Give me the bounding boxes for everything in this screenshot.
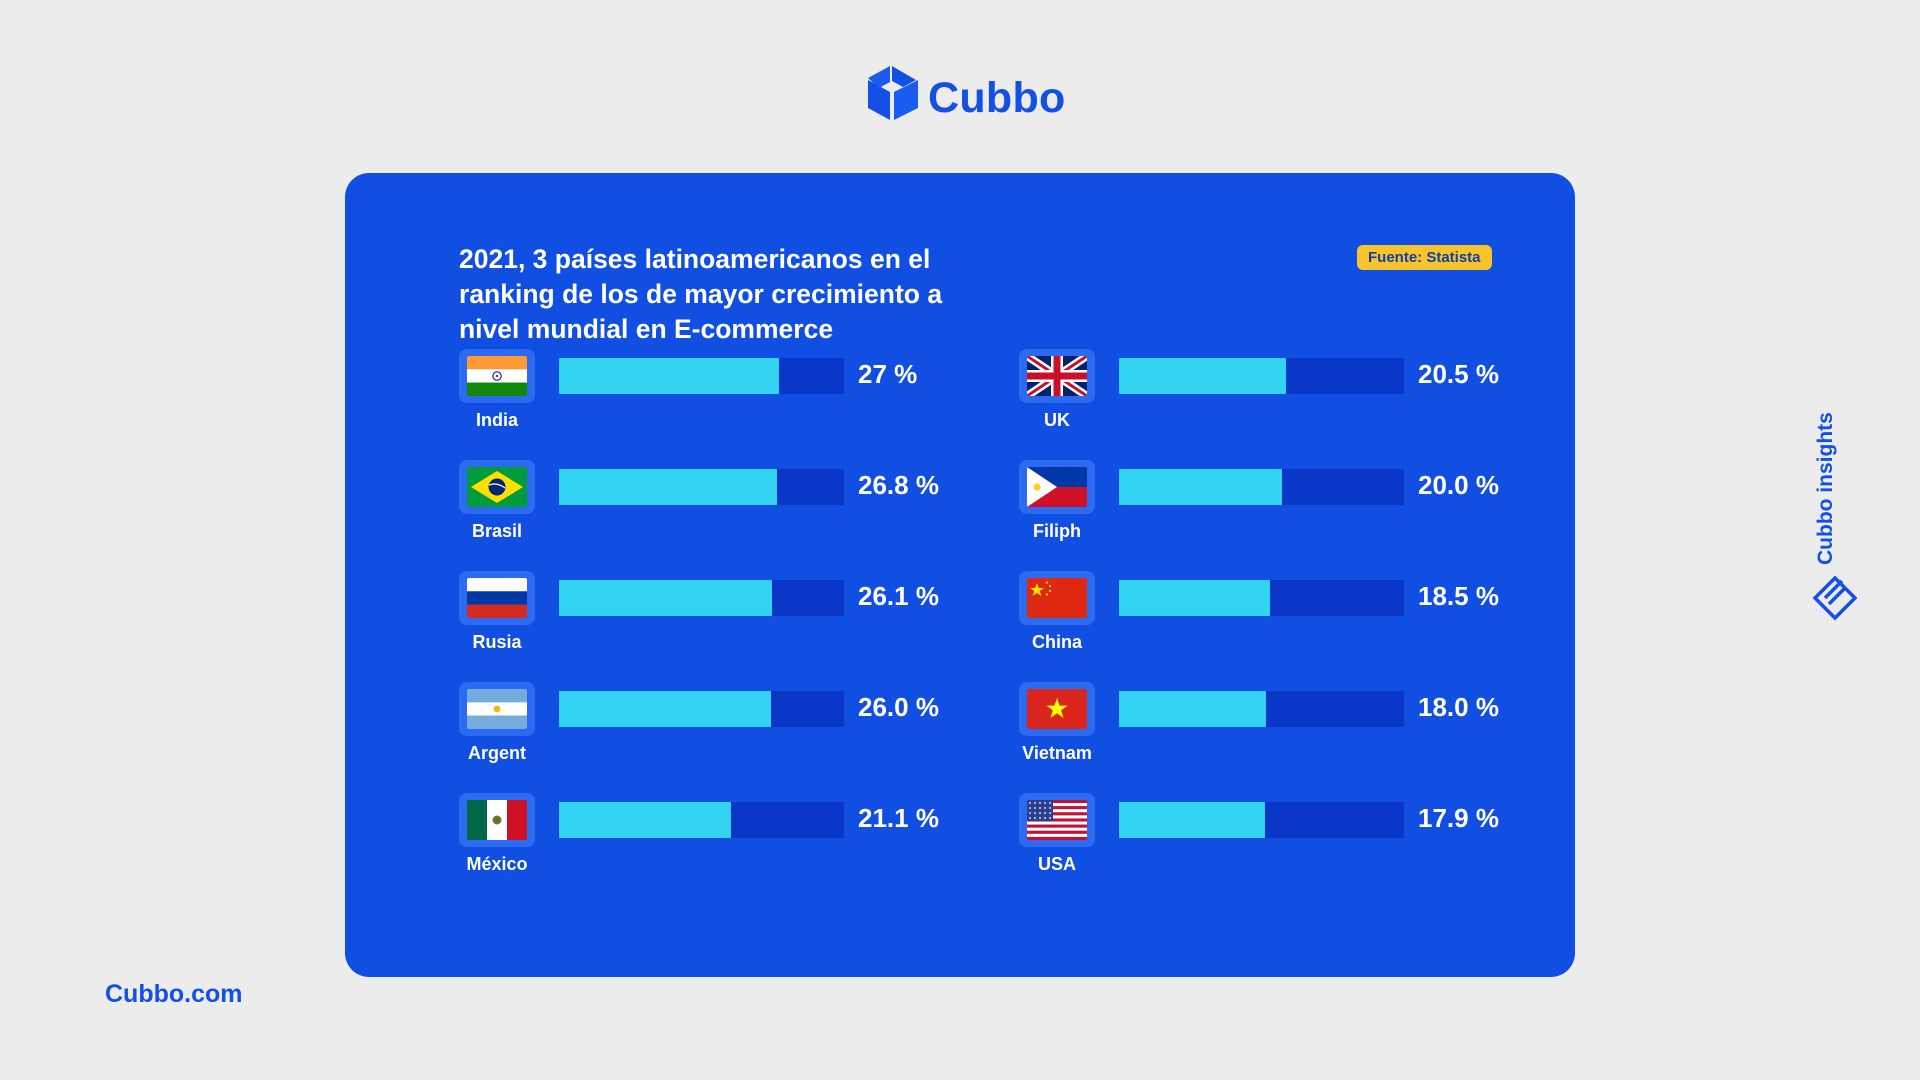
- india-flag-icon: [467, 356, 527, 396]
- flag-badge: [1019, 460, 1095, 514]
- bar-uk: [1119, 358, 1286, 394]
- bar-track: [1119, 358, 1404, 394]
- russia-flag-icon: [467, 578, 527, 618]
- china-flag-icon: [1027, 578, 1087, 618]
- bar-track: [559, 691, 844, 727]
- country-label: México: [466, 854, 528, 874]
- flag-badge: [1019, 571, 1095, 625]
- flag-badge: [459, 793, 535, 847]
- value-label: 26.0 %: [858, 692, 939, 722]
- chart-title: 2021, 3 países latinoamericanos en el ra…: [459, 244, 943, 344]
- argentina-flag-icon: [467, 689, 527, 729]
- bar-track: [559, 802, 844, 838]
- country-label: Rusia: [472, 632, 522, 652]
- country-label: USA: [1037, 854, 1076, 874]
- bar-track: [1119, 691, 1404, 727]
- side-tagline: Cubbo insights: [1814, 412, 1837, 565]
- bar-track: [559, 580, 844, 616]
- value-label: 18.0 %: [1418, 692, 1499, 722]
- bar-chart: India 27 % Brasil 26.8 % Rusia 26.1 % Argent 26…: [345, 173, 1575, 977]
- country-label: Argent: [468, 743, 526, 763]
- brazil-flag-icon: [467, 467, 527, 507]
- website-link[interactable]: Cubbo.com: [105, 980, 243, 1008]
- bar-track: [1119, 580, 1404, 616]
- flag-badge: [1019, 682, 1095, 736]
- value-label: 27 %: [858, 359, 918, 389]
- flag-badge: [459, 682, 535, 736]
- bar-track: [1119, 469, 1404, 505]
- bar-argent: [559, 691, 771, 727]
- flag-badge: [1019, 349, 1095, 403]
- flag-badge: [459, 349, 535, 403]
- bar-méxico: [559, 802, 731, 838]
- uk-flag-icon: [1027, 356, 1087, 396]
- country-label: UK: [1044, 410, 1070, 430]
- value-label: 17.9 %: [1418, 803, 1499, 833]
- flag-badge: [459, 571, 535, 625]
- flag-badge: [459, 460, 535, 514]
- bar-filiph: [1119, 469, 1282, 505]
- flag-badge: [1019, 793, 1095, 847]
- value-label: 20.5 %: [1418, 359, 1499, 389]
- bar-china: [1119, 580, 1270, 616]
- vietnam-flag-icon: [1027, 689, 1087, 729]
- insights-diamond-icon: [1812, 575, 1858, 621]
- country-label: India: [475, 410, 518, 430]
- chart-card: 2021, 3 países latinoamericanos en el ra…: [345, 173, 1575, 977]
- bar-india: [559, 358, 779, 394]
- bar-brasil: [559, 469, 777, 505]
- philippines-flag-icon: [1027, 467, 1087, 507]
- usa-flag-icon: [1027, 800, 1087, 840]
- cubbo-logo: Cubbo: [866, 64, 1066, 132]
- value-label: 20.0 %: [1418, 470, 1499, 500]
- country-label: Brasil: [471, 521, 523, 541]
- source-badge: Fuente: Statista: [1357, 245, 1492, 270]
- value-label: 18.5 %: [1418, 581, 1499, 611]
- country-label: Vietnam: [1022, 743, 1092, 763]
- bar-vietnam: [1119, 691, 1266, 727]
- bar-track: [559, 358, 844, 394]
- side-brand: Cubbo insights: [1810, 405, 1870, 635]
- value-label: 26.1 %: [858, 581, 939, 611]
- bar-track: [559, 469, 844, 505]
- country-label: China: [1031, 632, 1082, 652]
- bar-track: [1119, 802, 1404, 838]
- mexico-flag-icon: [467, 800, 527, 840]
- bar-usa: [1119, 802, 1265, 838]
- brand-name: Cubbo: [928, 73, 1066, 122]
- country-label: Filiph: [1033, 521, 1081, 541]
- value-label: 26.8 %: [858, 470, 939, 500]
- value-label: 21.1 %: [858, 803, 939, 833]
- bar-rusia: [559, 580, 772, 616]
- cube-logo-icon: [868, 66, 918, 120]
